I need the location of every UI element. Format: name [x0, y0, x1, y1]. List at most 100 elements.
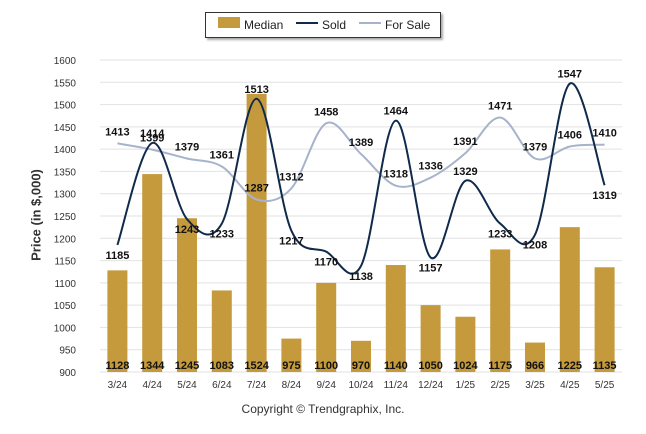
sold-data-label: 1464 [384, 106, 409, 118]
x-tick-label: 9/24 [316, 380, 336, 391]
median-data-label: 1135 [593, 360, 617, 372]
sold-data-label: 1233 [210, 229, 234, 241]
median-bar [316, 282, 337, 372]
median-data-label: 1050 [418, 360, 442, 372]
median-bar [490, 249, 511, 372]
for-sale-data-label: 1336 [418, 161, 442, 173]
median-data-label: 1344 [140, 360, 165, 372]
for-sale-data-label: 1406 [558, 129, 582, 141]
x-tick-label: 12/24 [418, 380, 443, 391]
median-data-label: 1225 [558, 360, 582, 372]
legend-sold-label: Sold [322, 18, 347, 32]
for-sale-data-label: 1379 [175, 142, 199, 154]
median-bar [107, 270, 128, 372]
legend: Median Sold For Sale [205, 12, 441, 38]
for-sale-line [117, 116, 605, 203]
sold-data-label: 1157 [419, 262, 443, 274]
y-axis-tick-labels: 900 950 1000 1050 1100 1150 1200 1250 1300 1350 14… [54, 56, 77, 379]
for-sale-data-label: 1312 [279, 171, 303, 183]
for-sale-series [117, 116, 605, 203]
median-bar [525, 342, 545, 372]
median-bar [281, 338, 302, 372]
for-sale-data-label: 1410 [592, 128, 616, 140]
x-tick-label: 3/25 [525, 380, 545, 391]
median-bar [142, 174, 163, 372]
sold-data-label: 1233 [488, 229, 512, 241]
for-sale-data-label: 1413 [105, 126, 129, 138]
for-sale-data-label: 1391 [453, 136, 477, 148]
median-data-label: 1128 [105, 360, 129, 372]
y-tick-label: 1150 [54, 257, 76, 268]
sold-data-label: 1138 [349, 271, 373, 283]
sold-data-label: 1170 [314, 257, 338, 269]
sold-data-label: 1547 [558, 69, 582, 81]
y-tick-label: 1250 [54, 212, 77, 223]
y-tick-label: 1350 [54, 167, 77, 178]
x-tick-label: 1/25 [456, 380, 476, 391]
median-bar [559, 227, 580, 372]
median-data-label: 975 [282, 360, 300, 372]
legend-forsale-label: For Sale [385, 18, 431, 32]
y-tick-label: 1300 [54, 190, 77, 201]
x-tick-label: 7/24 [247, 380, 267, 391]
median-bar [211, 290, 232, 372]
y-tick-label: 1450 [54, 123, 77, 134]
x-tick-label: 5/25 [595, 380, 615, 391]
sold-data-label: 1414 [140, 128, 165, 140]
median-bar [351, 340, 371, 372]
sold-data-label: 1319 [592, 190, 616, 202]
sold-data-label: 1217 [279, 236, 303, 248]
for-sale-data-label: 1458 [314, 106, 338, 118]
median-data-label: 1083 [210, 360, 234, 372]
median-bars [107, 93, 615, 373]
median-data-label: 1524 [244, 360, 269, 372]
sold-data-label: 1185 [105, 250, 129, 262]
legend-median-label: Median [244, 18, 284, 32]
sold-legend-swatch [296, 22, 318, 24]
x-tick-label: 10/24 [348, 380, 373, 391]
y-tick-label: 1400 [54, 145, 77, 156]
for-sale-data-label: 1471 [488, 100, 512, 112]
y-tick-label: 1200 [54, 234, 77, 245]
median-data-label: 970 [352, 360, 370, 372]
median-data-label: 966 [526, 360, 544, 372]
x-tick-label: 5/24 [177, 380, 197, 391]
y-tick-label: 1050 [54, 301, 77, 312]
for-sale-data-label: 1379 [523, 142, 547, 154]
median-data-label: 1245 [175, 360, 199, 372]
x-tick-label: 8/24 [282, 380, 302, 391]
sold-data-label: 1513 [244, 84, 268, 96]
y-tick-label: 1100 [54, 279, 76, 290]
median-bar [177, 218, 197, 372]
median-data-label: 1024 [453, 360, 478, 372]
forsale-legend-swatch [359, 22, 381, 24]
for-sale-data-label: 1318 [384, 169, 408, 181]
median-bar [420, 305, 441, 372]
copyright-credit: Copyright © Trendgraphix, Inc. [241, 402, 405, 416]
median-data-label: 1100 [314, 360, 338, 372]
x-tick-label: 3/24 [108, 380, 128, 391]
sold-data-label: 1208 [523, 240, 547, 252]
x-tick-label: 4/24 [142, 380, 162, 391]
y-axis-label: Price (in $,000) [28, 169, 44, 261]
data-labels: 1128 1344 1245 1083 1524 975 1100 970 1140 1050 10… [105, 69, 617, 372]
median-bar [594, 267, 615, 372]
y-tick-label: 1600 [54, 56, 77, 67]
for-sale-data-label: 1287 [244, 183, 268, 195]
for-sale-data-label: 1389 [349, 137, 373, 149]
y-tick-label: 1500 [54, 101, 77, 112]
sold-data-label: 1329 [453, 166, 477, 178]
x-tick-label: 6/24 [212, 380, 232, 391]
median-data-label: 1175 [488, 360, 512, 372]
x-tick-label: 2/25 [490, 380, 510, 391]
for-sale-data-label: 1399 [140, 133, 164, 145]
median-bar [455, 316, 476, 372]
median-bar [246, 93, 267, 373]
median-bar [385, 265, 406, 372]
sold-line [116, 82, 606, 275]
median-data-label: 1140 [384, 360, 408, 372]
for-sale-data-label: 1361 [210, 150, 234, 162]
sold-data-label: 1243 [175, 224, 199, 236]
x-axis-tick-labels: 3/24 4/24 5/24 6/24 7/24 8/24 9/24 10/24 11/24 12… [108, 380, 615, 391]
